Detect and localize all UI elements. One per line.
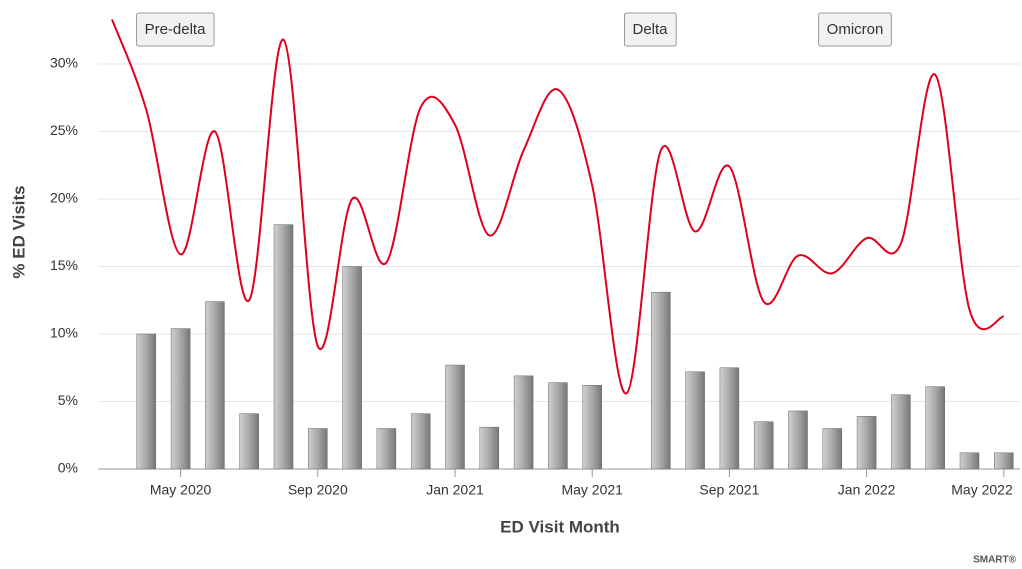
- x-axis-title: ED Visit Month: [500, 517, 620, 536]
- line: [111, 19, 1005, 395]
- bar: [582, 385, 602, 470]
- bar: [376, 428, 397, 470]
- annotation-label: Omicron: [827, 21, 884, 38]
- bar: [685, 371, 705, 470]
- bar: [959, 452, 980, 470]
- bar: [273, 224, 294, 470]
- bar: [753, 421, 774, 470]
- y-tick-label: 10%: [50, 325, 78, 341]
- x-tick-label: Jan 2022: [838, 482, 896, 498]
- bar: [788, 410, 808, 470]
- y-tick-label: 15%: [50, 257, 78, 273]
- y-tick-label: 0%: [58, 460, 78, 476]
- y-tick-label: 20%: [50, 190, 78, 206]
- bar: [239, 413, 259, 470]
- bar: [822, 428, 843, 470]
- bar: [719, 367, 740, 470]
- credit: SMART®: [973, 555, 1017, 566]
- bar: [445, 364, 465, 470]
- x-tick-label: May 2020: [150, 482, 212, 498]
- bar: [513, 375, 534, 470]
- y-tick-label: 25%: [50, 122, 78, 138]
- bar: [410, 413, 431, 470]
- annotation-box: [818, 12, 892, 47]
- bar: [205, 301, 225, 470]
- x-tick-label: May 2022: [951, 482, 1013, 498]
- x-tick-label: Sep 2020: [288, 482, 348, 498]
- x-tick-label: Jan 2021: [426, 482, 484, 498]
- bar: [170, 328, 191, 470]
- annotation-box: [623, 12, 677, 47]
- annotation-label: Delta: [632, 21, 668, 38]
- bar: [342, 266, 362, 470]
- annotation-label: Pre-delta: [145, 21, 207, 38]
- bar: [479, 426, 500, 470]
- bar: [136, 333, 157, 470]
- bar: [891, 394, 911, 470]
- bar: [994, 452, 1014, 470]
- y-tick-label: 30%: [50, 55, 78, 71]
- bar: [856, 416, 877, 470]
- y-tick-label: 5%: [58, 392, 78, 408]
- annotation-box: [136, 12, 215, 47]
- bar: [308, 428, 328, 470]
- x-tick-label: Sep 2021: [699, 482, 759, 498]
- bar: [925, 386, 945, 470]
- y-axis-title: % ED Visits: [9, 185, 28, 278]
- x-tick-label: May 2021: [561, 482, 623, 498]
- bar: [651, 291, 671, 470]
- bar: [548, 382, 568, 470]
